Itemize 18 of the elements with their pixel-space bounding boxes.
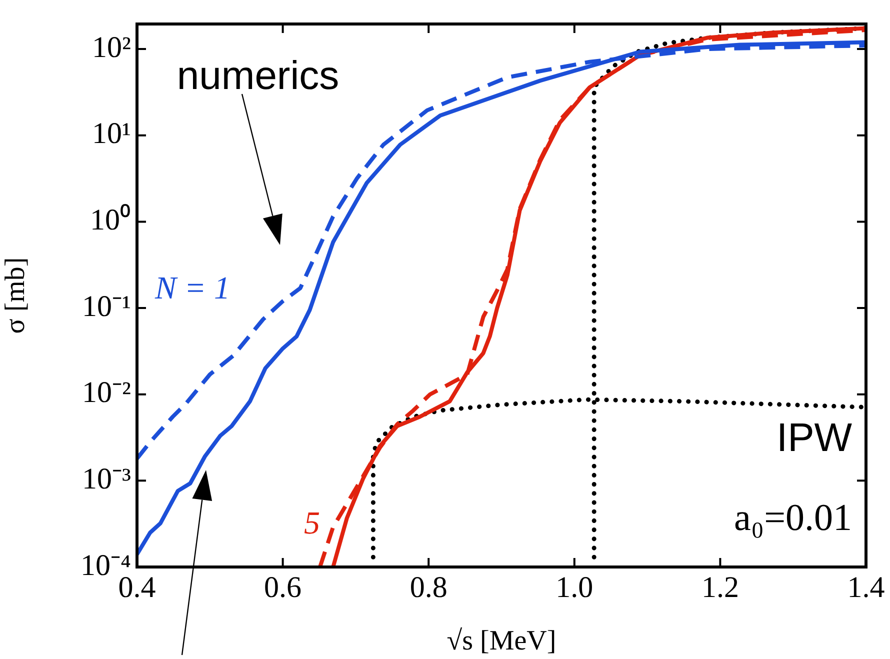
y-tick-label: 10⁰: [90, 204, 131, 237]
text: N = 1: [154, 269, 230, 306]
x-tick-label: 0.8: [410, 570, 448, 604]
x-tick-label: 1.2: [701, 570, 739, 604]
annotation: a₀=0.01: [734, 496, 852, 539]
y-tick-label: 10⁻²: [82, 376, 131, 410]
x-tick-label: 1.4: [847, 570, 885, 604]
x-tick-label: 0.6: [264, 570, 302, 604]
x-tick-label: 1.0: [556, 570, 594, 604]
series-label: 5: [304, 504, 320, 540]
annotation: numerics: [176, 54, 340, 98]
y-tick-label: 10⁻¹: [82, 290, 131, 323]
annotation: IPW: [776, 416, 852, 460]
y-tick-label: 10²: [92, 30, 131, 64]
y-tick-label: 10¹: [92, 117, 131, 150]
y-axis-title: σ [mb]: [0, 257, 32, 334]
x-axis-title: √s [MeV]: [446, 626, 556, 657]
y-tick-label: 10⁻³: [82, 462, 131, 496]
